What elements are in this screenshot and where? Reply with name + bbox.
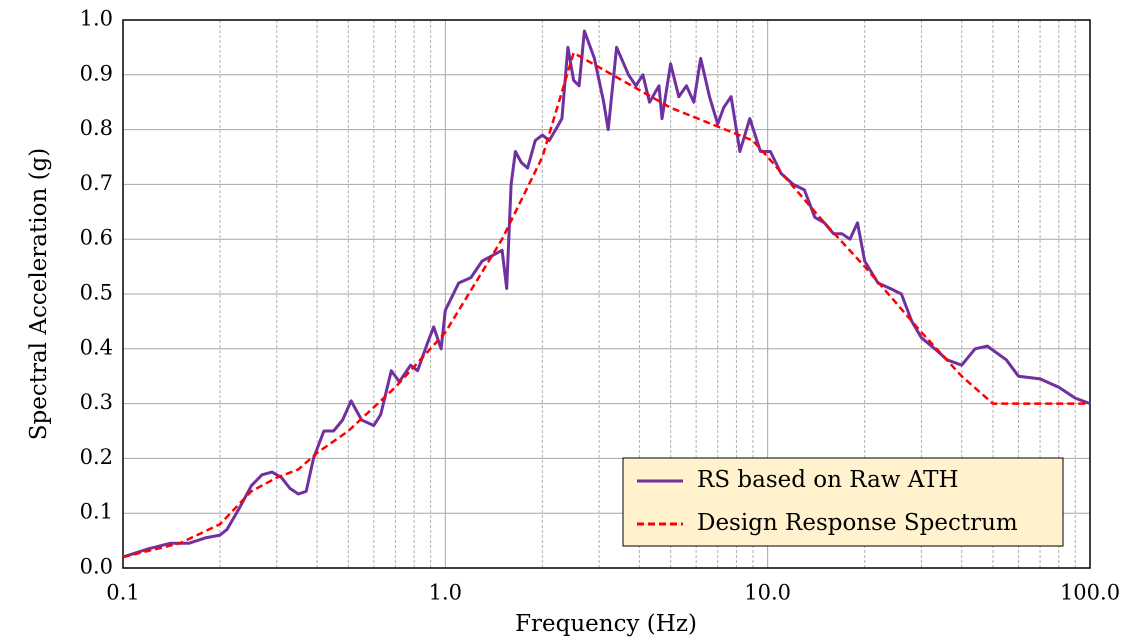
y-axis-label: Spectral Acceleration (g)	[26, 148, 52, 441]
x-tick-label: 100.0	[1060, 581, 1120, 605]
legend: RS based on Raw ATH Design Response Spect…	[622, 457, 1064, 547]
legend-label: Design Response Spectrum	[697, 510, 1018, 536]
y-tick-label: 1.0	[80, 7, 113, 31]
x-tick-label: 0.1	[106, 581, 139, 605]
y-tick-label: 0.3	[80, 390, 113, 414]
legend-box	[622, 457, 1064, 547]
y-tick-label: 0.6	[80, 226, 113, 250]
plot-frame	[122, 19, 1091, 569]
x-tick-label: 1.0	[429, 581, 462, 605]
series-line	[122, 51, 1090, 559]
x-axis-label: Frequency (Hz)	[515, 611, 697, 637]
y-tick-label: 0.7	[80, 171, 113, 195]
y-tick-label: 0.4	[80, 335, 113, 359]
y-tick-label: 0.2	[80, 445, 113, 469]
y-tick-label: 0.9	[80, 61, 113, 85]
x-tick-label: 10.0	[744, 581, 791, 605]
y-tick-label: 0.5	[80, 281, 113, 305]
y-tick-label: 0.1	[80, 500, 113, 524]
series-line	[122, 29, 1091, 559]
legend-label: RS based on Raw ATH	[697, 467, 959, 493]
y-tick-label: 0.0	[80, 555, 113, 579]
y-tick-label: 0.8	[80, 116, 113, 140]
